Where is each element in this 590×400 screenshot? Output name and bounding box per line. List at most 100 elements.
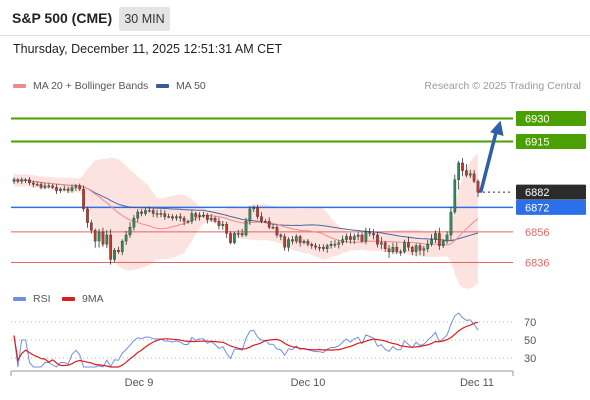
candle-body: [325, 245, 329, 249]
rsi-label: RSI: [33, 293, 51, 305]
candle-body: [271, 227, 275, 229]
candle-body: [379, 242, 383, 245]
candle-body: [426, 244, 430, 249]
current-price-tag: [516, 184, 586, 200]
candle-body: [209, 217, 213, 220]
candle-body: [182, 217, 186, 222]
candle-body: [329, 244, 333, 246]
candle-body: [279, 234, 283, 237]
candle-body: [465, 170, 468, 176]
ma20-label: MA 20 + Bollinger Bands: [33, 80, 149, 92]
candle-body: [171, 216, 174, 219]
candle-body: [159, 213, 163, 215]
candle-body: [376, 234, 379, 245]
candle-body: [132, 217, 136, 228]
rsi-ma-swatch: [62, 297, 75, 301]
rsi-ma-line: [13, 321, 479, 368]
candle-body: [240, 233, 244, 236]
candle-body: [476, 181, 480, 193]
timestamp: Thursday, December 11, 2025 12:51:31 AM …: [13, 42, 283, 56]
candle-body: [178, 216, 182, 219]
candle-body: [387, 248, 391, 252]
candle-body: [310, 244, 314, 246]
candle-body: [437, 233, 441, 246]
candle-body: [82, 188, 85, 210]
candle-body: [252, 207, 256, 210]
candle-body: [55, 187, 58, 191]
candle-body: [337, 242, 341, 245]
candle-body: [410, 247, 414, 252]
timeframe-button[interactable]: 30 MIN: [119, 7, 170, 31]
header-bar: S&P 500 (CME) 30 MIN: [0, 0, 590, 36]
candle-body: [395, 247, 399, 252]
candle-body: [194, 213, 198, 217]
candle-body: [345, 236, 348, 240]
candle-body: [248, 208, 252, 222]
candle-body: [16, 179, 20, 182]
candle-body: [368, 231, 372, 234]
ma50-label: MA 50: [176, 80, 206, 92]
candle-body: [333, 244, 337, 246]
candle-body: [28, 179, 31, 184]
candle-body: [86, 208, 89, 223]
candle-body: [198, 214, 201, 217]
candle-body: [12, 179, 16, 182]
candle-body: [372, 233, 375, 236]
candle-body: [205, 214, 209, 220]
candle-body: [441, 240, 445, 246]
candle-body: [213, 217, 217, 222]
candle-body: [225, 224, 229, 234]
candle-body: [155, 213, 159, 215]
candle-body: [229, 233, 232, 243]
candle-body: [167, 216, 171, 218]
rsi-tick-30: 30: [524, 353, 536, 365]
candle-body: [101, 231, 105, 245]
candle-body: [267, 221, 271, 228]
candle-body: [62, 188, 66, 191]
rsi-line: [13, 312, 479, 368]
candle-body: [140, 211, 143, 214]
rsi-swatch: [13, 297, 26, 301]
copyright: Research © 2025 Trading Central: [424, 80, 581, 92]
candle-body: [59, 188, 62, 191]
candle-body: [217, 221, 221, 226]
candle-body: [144, 210, 147, 214]
candle-body: [260, 216, 263, 222]
legend-rsi: RSI: [13, 293, 51, 305]
candle-body: [20, 179, 24, 182]
resistance-2-tag: [516, 111, 586, 127]
rsi-ma-label: 9MA: [82, 293, 104, 305]
candle-body: [93, 230, 97, 242]
legend-ma50: MA 50: [156, 80, 206, 92]
candle-body: [236, 233, 240, 235]
ma50-swatch: [156, 84, 169, 88]
candle-body: [391, 247, 395, 252]
x-tick-label: Dec 11: [460, 377, 494, 389]
candle-body: [283, 236, 287, 248]
candle-body: [136, 211, 140, 219]
candle-body: [356, 234, 360, 237]
candle-body: [256, 207, 259, 217]
candle-body: [422, 248, 426, 251]
candle-body: [468, 173, 472, 176]
candle-body: [186, 221, 190, 223]
candle-body: [294, 236, 298, 242]
candle-body: [418, 245, 422, 251]
candle-body: [453, 179, 457, 213]
candle-body: [461, 162, 464, 171]
candle-body: [51, 185, 55, 188]
legend-rsi-ma: 9MA: [62, 293, 104, 305]
candle-body: [472, 173, 476, 182]
candle-body: [66, 188, 70, 191]
candle-body: [434, 233, 437, 240]
candle-body: [74, 185, 78, 188]
candle-body: [47, 185, 51, 188]
rsi-tick-50: 50: [524, 335, 536, 347]
candle-body: [89, 222, 93, 231]
candle-body: [117, 250, 120, 252]
candle-body: [31, 182, 35, 185]
candle-body: [321, 247, 325, 249]
candle-body: [70, 187, 74, 191]
candle-body: [43, 185, 47, 188]
